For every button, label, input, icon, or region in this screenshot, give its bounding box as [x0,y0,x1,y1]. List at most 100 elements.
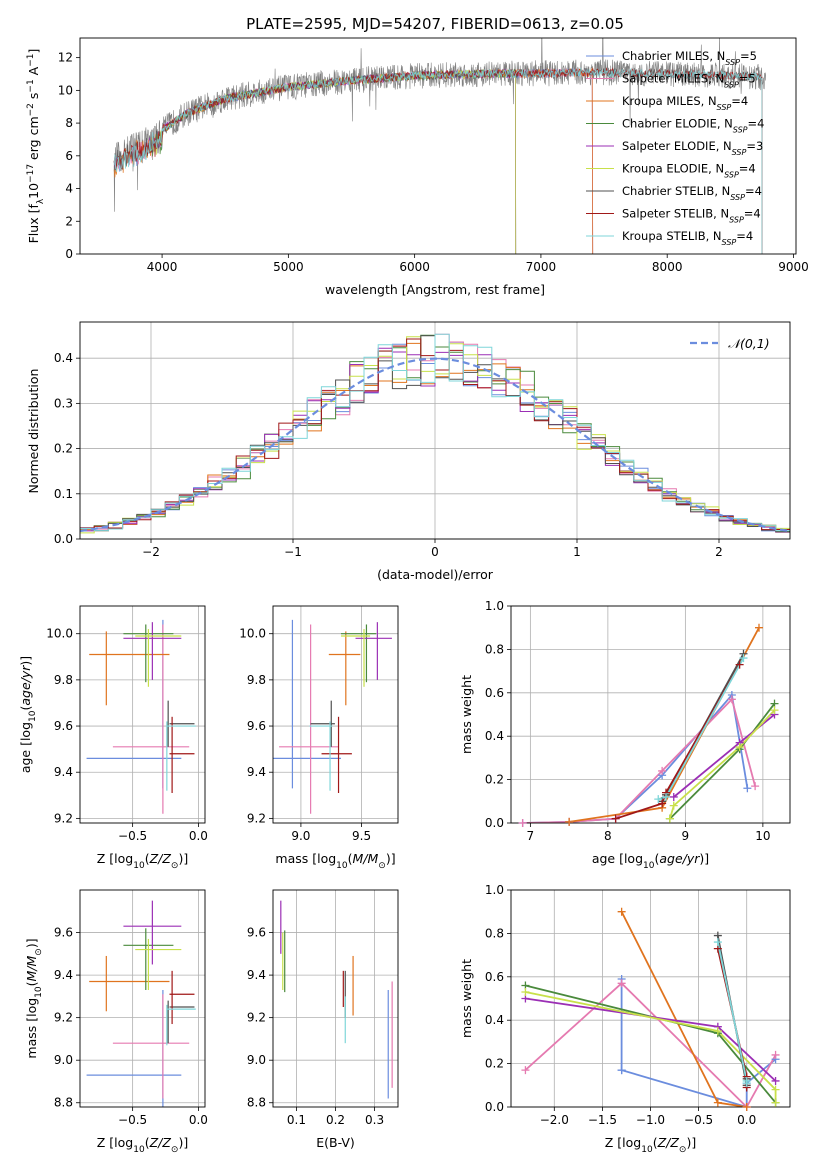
y-tick-label: 9.2 [54,1011,73,1025]
x-tick-label: 0 [431,545,439,559]
y-tick-label: 12 [58,51,73,65]
y-tick-label: 9.6 [247,719,266,733]
y-tick-label: 0.0 [485,1100,504,1114]
x-axis-label: (data-model)/error [377,567,494,582]
axes-frame [510,889,791,1108]
data-point-marker [751,782,760,791]
plot-area-mass-vs-Z [86,900,196,1107]
legend-label: Kroupa MILES, NSSP=4 [622,94,748,112]
model-spectrum-salpeter-elodie [149,68,517,254]
y-tick-label: 9.8 [247,673,266,687]
y-tick-label: 0.8 [485,926,504,940]
data-point-marker [669,792,678,801]
y-tick-label: 9.4 [247,765,266,779]
y-tick-label: 0.2 [54,442,73,456]
y-axis-label: age [log10(age/yr)] [18,656,38,773]
y-tick-label: 0.3 [54,396,73,410]
legend-label: 𝒩(0,1) [728,336,770,351]
legend-label: Kroupa ELODIE, NSSP=4 [622,162,756,180]
y-tick-label: 1.0 [485,883,504,897]
y-tick-label: 0.6 [485,970,504,984]
axes-frame [272,605,399,824]
data-point-marker [662,792,670,801]
legend-label: Salpeter STELIB, NSSP=4 [622,207,761,225]
x-tick-label: −0.5 [684,1113,713,1127]
y-tick-label: 10 [58,83,73,97]
data-point-marker [742,1079,751,1088]
weight-line-chabrier-miles [620,979,777,1107]
x-axis-label: Z [log10(Z/Z⊙)] [97,851,188,871]
plot-area-age-vs-mass [273,619,392,814]
weight-line-kroupa-stelib [658,657,745,800]
x-axis-label: Z [log10(Z/Z⊙)] [97,1135,188,1155]
model-spectrum-kroupa-stelib [113,67,763,254]
panel-weight-vs-Z: −2.0 −1.5 −1.0 −0.5 0.0 0.0 0.2 0.4 0.6 0.8 1.0 Z [… [459,883,791,1155]
x-tick-label: −1 [284,545,302,559]
data-point-marker [771,1098,780,1107]
y-tick-label: 0.6 [485,686,504,700]
y-axis-label: Normed distribution [26,369,41,494]
x-axis-label: mass [log10(M/M⊙)] [275,851,395,871]
x-tick-label: 9 [682,829,690,843]
data-point-marker [771,1085,780,1094]
legend-label: Chabrier ELODIE, NSSP=4 [622,117,764,135]
y-tick-label: 9.6 [54,719,73,733]
x-tick-label: 0.0 [737,1113,756,1127]
weight-line-salpeter-miles [524,982,777,1107]
y-tick-label: 9.2 [54,811,73,825]
model-spectrum-kroupa-elodie [149,69,517,254]
axes-frame [79,605,206,824]
panel-age-vs-Z: −0.5 0.0 9.2 9.4 9.6 9.8 10.0 Z [log10(Z/Z⊙)] ag… [18,605,208,871]
data-point-marker [771,1050,780,1059]
y-axis-label: mass [log10(M/M⊙)] [24,938,44,1058]
plot-area-residuals [80,333,790,534]
y-tick-label: 0 [65,247,73,261]
axes-frame [272,889,399,1108]
data-point-marker [735,660,744,669]
x-tick-label: 0.0 [189,829,208,843]
observed-spectrum-line [113,38,766,212]
y-tick-label: 9.8 [54,673,73,687]
y-tick-label: 9.4 [54,765,73,779]
model-spectrum-chabrier-stelib [113,67,763,254]
plot-area-age-vs-Z [86,619,196,814]
x-axis-label: E(B-V) [316,1135,355,1150]
x-axis-label: Z [log10(Z/Z⊙)] [605,1135,696,1155]
x-tick-label: 0.2 [326,1113,345,1127]
legend-label: Salpeter MILES, NSSP=5 [622,72,756,90]
data-point-marker [669,801,678,810]
axes-frame [79,37,797,255]
weight-line-kroupa-stelib [716,941,748,1084]
data-point-marker [617,907,626,916]
data-point-marker [713,938,722,947]
y-tick-label: 9.2 [247,811,266,825]
data-point-marker [755,623,763,632]
data-point-marker [658,766,667,775]
panel-residuals: −2 −1 0 1 2 0.0 0.1 0.2 0.3 0.4 𝒩(0,1) (data-model)… [26,321,791,582]
data-point-marker [611,814,620,823]
y-tick-label: 4 [65,182,73,196]
y-tick-label: 6 [65,149,73,163]
y-tick-label: 8.8 [247,1096,266,1110]
y-tick-label: 9.0 [54,1053,73,1067]
y-tick-label: 2 [65,214,73,228]
axes-frame [79,321,791,540]
model-spectrum-salpeter-miles [113,68,594,254]
model-spectrum-chabrier-elodie [149,68,517,254]
data-point-marker [617,1066,626,1075]
axes-frame [510,605,791,824]
legend-label: Salpeter ELODIE, NSSP=3 [622,139,763,157]
model-spectrum-chabrier-miles [113,67,594,254]
y-tick-label: 0.0 [54,532,73,546]
data-point-marker [713,1027,722,1036]
x-tick-label: 7 [527,829,535,843]
x-tick-label: 9000 [778,260,809,274]
data-point-marker [713,1098,722,1107]
grid-mass-vs-ebv [273,890,398,1107]
y-tick-label: 0.2 [485,773,504,787]
y-tick-label: 9.6 [54,926,73,940]
panel-mass-vs-Z: −0.5 0.0 8.8 9.0 9.2 9.4 9.6 Z [log10(Z/Z⊙)] mas… [24,889,208,1155]
x-tick-label: 5000 [273,260,304,274]
grid-mass-vs-Z [80,890,205,1107]
weight-line-kroupa-elodie [669,709,776,819]
